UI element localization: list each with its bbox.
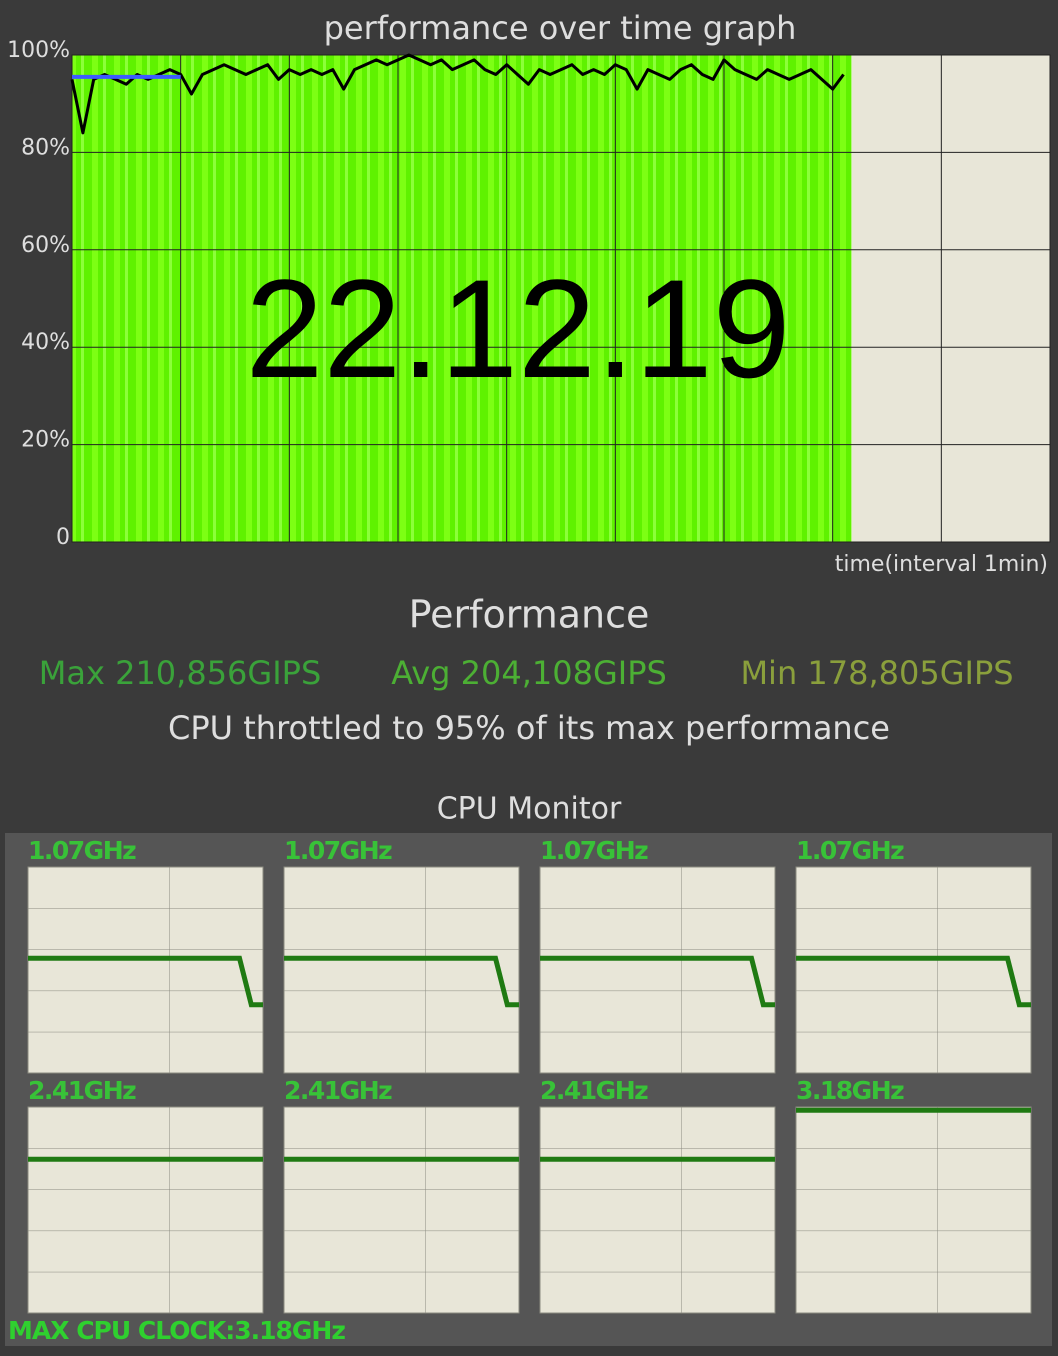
- min-stat: Min 178,805GIPS: [740, 654, 1013, 692]
- core-label: 3.18GHz: [796, 1076, 904, 1105]
- plot-border: [71, 54, 1051, 543]
- core-plot: [539, 1106, 776, 1314]
- core-line: [796, 955, 1031, 1008]
- core-plot: [27, 1106, 264, 1314]
- section-title: Performance: [409, 593, 650, 637]
- core-plot: [27, 866, 264, 1074]
- core-line: [284, 955, 519, 1008]
- core-plot: [539, 866, 776, 1074]
- core-label: 1.07GHz: [540, 836, 648, 865]
- y-tick-label: 80%: [21, 135, 70, 160]
- y-tick-label: 20%: [21, 428, 70, 453]
- core-label: 1.07GHz: [284, 836, 392, 865]
- core-plot: [795, 1106, 1032, 1314]
- core-plot: [283, 1106, 520, 1314]
- throttle-text: CPU throttled to 95% of its max performa…: [168, 709, 890, 747]
- y-tick-label: 100%: [7, 38, 70, 63]
- core-plot: [283, 866, 520, 1074]
- core-line: [540, 955, 775, 1008]
- annotation: 22.12.19: [246, 250, 791, 407]
- active-region: [72, 55, 852, 542]
- x-axis-label: time(interval 1min): [835, 552, 1048, 577]
- max-clock: MAX CPU CLOCK:3.18GHz: [8, 1316, 345, 1345]
- core-label: 1.07GHz: [796, 836, 904, 865]
- core-label: 2.41GHz: [284, 1076, 392, 1105]
- y-tick-label: 60%: [21, 233, 70, 258]
- core-line: [28, 955, 263, 1008]
- chart-title: performance over time graph: [324, 9, 797, 47]
- y-tick-label: 40%: [21, 330, 70, 355]
- core-label: 2.41GHz: [540, 1076, 648, 1105]
- y-tick-label: 0: [56, 525, 70, 550]
- section-title: CPU Monitor: [437, 792, 622, 827]
- avg-stat: Avg 204,108GIPS: [391, 654, 667, 692]
- max-stat: Max 210,856GIPS: [39, 654, 322, 692]
- core-label: 2.41GHz: [28, 1076, 136, 1105]
- core-plot: [795, 866, 1032, 1074]
- series-line: [70, 53, 845, 135]
- core-label: 1.07GHz: [28, 836, 136, 865]
